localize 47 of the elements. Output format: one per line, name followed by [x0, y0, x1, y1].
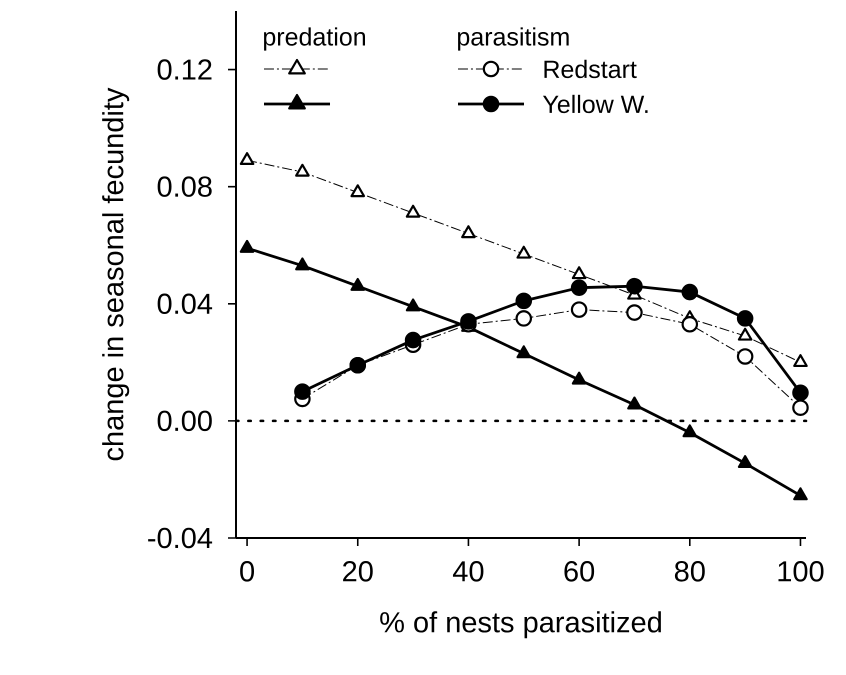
y-tick-label: -0.04 — [148, 528, 212, 548]
point — [240, 152, 254, 165]
point — [294, 383, 311, 400]
point — [793, 354, 808, 368]
point — [570, 279, 588, 296]
point — [461, 225, 476, 238]
point — [572, 372, 586, 385]
point — [295, 257, 310, 270]
point — [682, 284, 698, 300]
point — [406, 298, 420, 312]
x-tick-label: 20 — [343, 561, 373, 582]
x-tick-label: 100 — [778, 561, 824, 582]
point — [516, 310, 532, 327]
x-tick-label: 60 — [564, 561, 594, 582]
y-tick-label: 0.12 — [158, 59, 212, 80]
point — [516, 246, 532, 259]
point — [570, 301, 588, 318]
legend-label: Yellow W. — [542, 94, 648, 114]
y-tick-label: 0.08 — [158, 176, 212, 197]
x-tick-label: 40 — [452, 561, 484, 582]
y-axis-title: change in seasonal fecundity — [102, 88, 130, 460]
point — [516, 345, 532, 358]
point — [736, 348, 754, 365]
annotation: predation — [264, 27, 366, 51]
y-tick-label: 0.04 — [158, 294, 212, 314]
point — [240, 240, 254, 253]
point — [516, 292, 532, 310]
point — [626, 278, 643, 294]
point — [406, 204, 420, 218]
point — [460, 313, 477, 330]
x-tick-label: 0 — [240, 561, 254, 582]
point — [404, 332, 422, 348]
x-tick-label: 80 — [674, 561, 705, 582]
point — [736, 310, 754, 327]
point — [350, 184, 366, 198]
point — [350, 278, 366, 291]
point — [626, 304, 643, 321]
point — [572, 266, 586, 280]
y-tick-label: 0.00 — [158, 410, 212, 432]
point — [792, 399, 809, 416]
legend-label: Redstart — [544, 60, 637, 78]
point — [295, 164, 310, 177]
annotation: parasitism — [458, 27, 569, 51]
point — [682, 316, 698, 333]
x-axis-title: % of nests parasitized — [380, 611, 661, 638]
point — [792, 384, 809, 402]
point — [738, 328, 752, 341]
